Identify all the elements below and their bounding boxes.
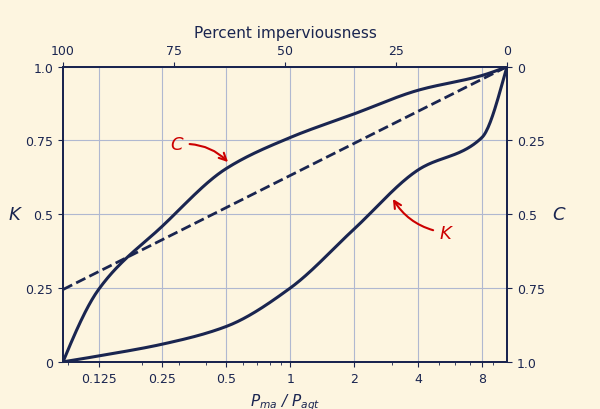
Y-axis label: C: C — [552, 206, 565, 224]
X-axis label: $P_{ma}$ / $P_{agt}$: $P_{ma}$ / $P_{agt}$ — [250, 391, 320, 409]
Y-axis label: K: K — [8, 206, 20, 224]
X-axis label: Percent imperviousness: Percent imperviousness — [194, 26, 376, 41]
Text: $K$: $K$ — [394, 201, 454, 242]
Text: $C$: $C$ — [170, 136, 226, 161]
